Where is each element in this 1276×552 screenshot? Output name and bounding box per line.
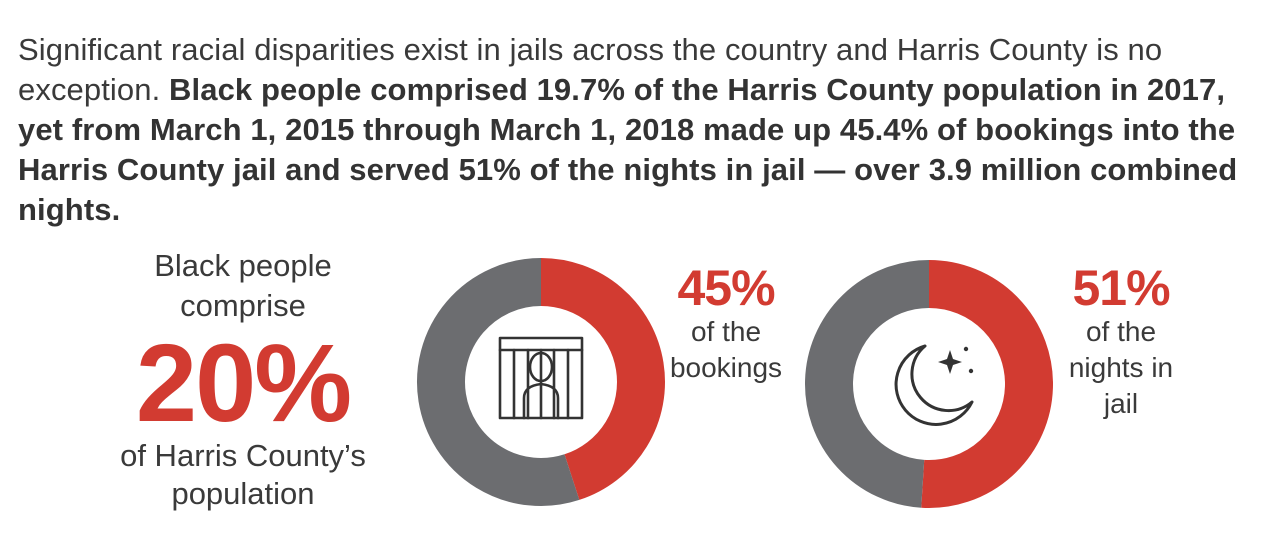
nights-highlight-slice	[921, 260, 1053, 508]
population-value: 20%	[135, 322, 352, 445]
nights-caption-3: jail	[1103, 388, 1139, 419]
moon-stars-icon	[894, 344, 974, 426]
population-label-bottom-1: of Harris County’s	[120, 438, 366, 473]
nights-caption-2: nights in	[1068, 352, 1174, 383]
bookings-caption-2: bookings	[669, 352, 783, 383]
nights-remainder-slice	[805, 260, 930, 508]
population-label-top-2: comprise	[180, 288, 306, 323]
intro-light-text: Significant racial disparities exist in …	[18, 32, 1163, 107]
nights-caption-1: of the	[1085, 316, 1157, 347]
intro-bold-text: Black people comprised 19.7% of the Harr…	[18, 72, 1238, 227]
bookings-stat: 45% of the bookings	[651, 262, 801, 386]
population-label-bottom-2: population	[171, 476, 315, 511]
bookings-percent: 45%	[677, 260, 775, 316]
bookings-remainder-slice	[417, 258, 580, 506]
nights-percent: 51%	[1072, 260, 1170, 316]
nights-stat: 51% of the nights in jail	[1046, 262, 1196, 422]
intro-paragraph: Significant racial disparities exist in …	[18, 30, 1258, 230]
nights-donut	[805, 260, 1053, 508]
bookings-caption-1: of the	[690, 316, 762, 347]
population-label-top-1: Black people	[154, 248, 332, 283]
bookings-highlight-slice	[540, 258, 665, 500]
population-stat: Black people comprise 20% of Harris Coun…	[70, 246, 416, 514]
bookings-donut	[417, 258, 665, 506]
jail-cell-icon	[498, 336, 584, 420]
